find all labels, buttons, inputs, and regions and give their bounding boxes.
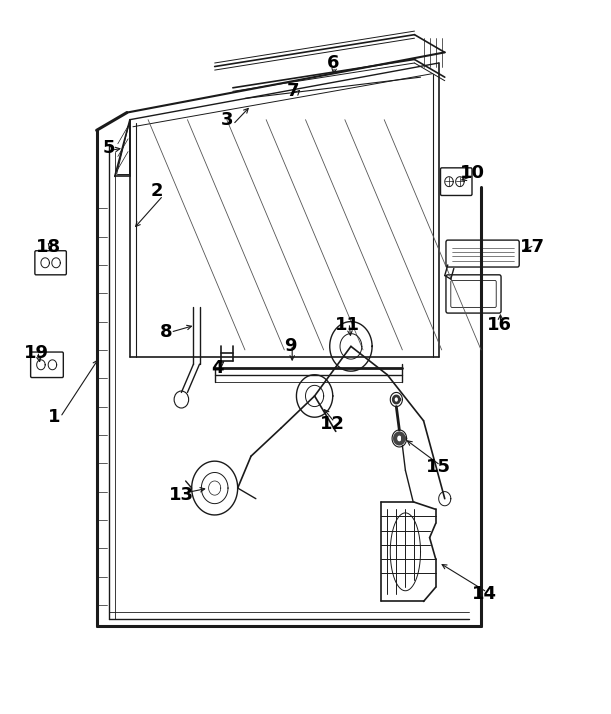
Text: 4: 4 [211, 358, 224, 376]
Text: 13: 13 [169, 486, 194, 504]
Text: 8: 8 [160, 323, 172, 341]
Text: 3: 3 [221, 111, 233, 129]
Text: 6: 6 [326, 54, 339, 72]
Text: 1: 1 [48, 408, 60, 426]
Text: 5: 5 [103, 139, 115, 157]
Text: 11: 11 [335, 316, 360, 334]
Text: 14: 14 [472, 585, 497, 603]
Text: 12: 12 [320, 416, 345, 433]
Text: 2: 2 [151, 181, 163, 199]
Text: 17: 17 [520, 238, 545, 256]
Text: 15: 15 [426, 458, 451, 476]
Text: 16: 16 [487, 316, 512, 334]
Text: 10: 10 [459, 164, 485, 182]
Text: 19: 19 [24, 344, 49, 363]
Text: 9: 9 [284, 338, 296, 356]
Text: 18: 18 [35, 238, 60, 256]
Text: 7: 7 [287, 82, 299, 101]
